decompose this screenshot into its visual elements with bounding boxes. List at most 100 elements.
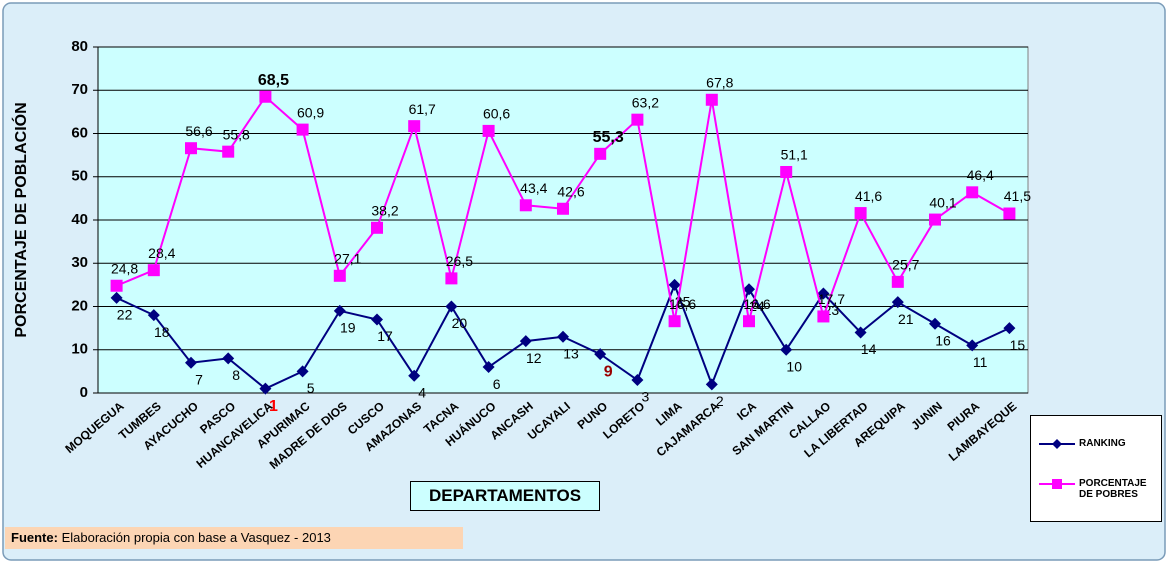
y-tick-label: 40 <box>71 211 88 228</box>
data-label: 56,6 <box>185 123 212 139</box>
point <box>519 335 532 348</box>
point <box>891 275 904 288</box>
point <box>780 343 793 356</box>
legend-item: PORCENTAJE DE POBRES <box>1039 478 1159 500</box>
source-label: Fuente: <box>11 530 58 545</box>
y-tick-label: 30 <box>71 254 88 271</box>
point <box>668 278 681 291</box>
data-label: 41,6 <box>855 188 882 204</box>
point <box>259 90 272 103</box>
point <box>966 186 979 199</box>
point <box>631 113 644 126</box>
data-label: 22 <box>117 307 133 323</box>
point <box>408 369 421 382</box>
point <box>185 356 197 369</box>
point <box>817 287 830 300</box>
y-tick-label: 60 <box>71 124 88 141</box>
point <box>147 309 160 322</box>
data-label: 11 <box>973 354 988 370</box>
point <box>854 326 867 339</box>
data-label: 27,1 <box>334 250 361 266</box>
point <box>147 264 160 277</box>
data-label: 68,5 <box>258 72 289 89</box>
data-label: 43,4 <box>520 180 547 196</box>
data-label: 19 <box>340 320 356 336</box>
y-tick-label: 70 <box>71 81 88 98</box>
data-label: 16,6 <box>669 296 696 312</box>
point <box>482 124 495 137</box>
data-label: 51,1 <box>781 147 808 163</box>
point <box>743 283 755 296</box>
legend-label: RANKING <box>1079 438 1126 449</box>
data-label: 60,9 <box>297 104 324 120</box>
point <box>222 145 235 158</box>
data-label: 25,7 <box>892 257 919 273</box>
data-label: 8 <box>232 367 240 383</box>
data-label: 60,6 <box>483 106 510 122</box>
source-note: Fuente: Elaboración propia con base a Va… <box>5 527 463 549</box>
data-label: 2 <box>716 393 724 409</box>
data-label: 18 <box>154 324 170 340</box>
data-label: 7 <box>195 371 203 387</box>
data-label: 6 <box>493 376 501 392</box>
data-label: 67,8 <box>706 74 733 90</box>
point <box>668 315 681 328</box>
source-text: Elaboración propia con base a Vasquez - … <box>61 530 331 545</box>
legend-marker <box>1052 439 1062 449</box>
point <box>445 300 458 313</box>
data-label: 24,8 <box>111 260 138 276</box>
data-label: 17,7 <box>818 291 845 307</box>
point <box>594 348 607 361</box>
point <box>743 315 755 328</box>
point <box>929 317 941 330</box>
data-label: 20 <box>452 315 468 331</box>
point <box>333 269 346 282</box>
data-label: 40,1 <box>929 194 956 210</box>
point <box>891 296 904 309</box>
data-label: 14 <box>861 341 877 357</box>
data-label: 5 <box>307 380 315 396</box>
point <box>371 221 383 234</box>
point <box>780 165 793 178</box>
y-axis-title: PORCENTAJE DE POBLACIÓN <box>11 102 30 337</box>
data-label: 4 <box>418 384 426 400</box>
y-tick-label: 50 <box>71 168 88 185</box>
point <box>557 330 569 343</box>
legend-marker <box>1052 479 1062 489</box>
point <box>705 93 718 106</box>
data-label: 12 <box>526 350 542 366</box>
data-label: 41,5 <box>1004 188 1031 204</box>
point <box>296 365 309 378</box>
point <box>482 361 495 374</box>
data-label: 55,8 <box>223 126 250 142</box>
point <box>557 202 569 215</box>
point <box>110 279 123 292</box>
point <box>296 123 309 136</box>
data-label: 46,4 <box>967 167 994 183</box>
legend: RANKING PORCENTAJE DE POBRES <box>1030 415 1162 522</box>
data-label: 15 <box>1010 337 1026 353</box>
data-label: 55,3 <box>593 129 624 146</box>
data-label: 16,6 <box>743 296 770 312</box>
point <box>408 120 421 133</box>
legend-item: RANKING <box>1039 438 1159 450</box>
point <box>371 313 383 326</box>
data-label: 63,2 <box>632 94 659 110</box>
point <box>222 352 235 365</box>
data-label: 3 <box>642 389 650 405</box>
data-label: 42,6 <box>557 183 584 199</box>
data-label: 1 <box>269 398 278 415</box>
point <box>1003 322 1016 335</box>
point <box>929 213 941 226</box>
point <box>854 207 867 220</box>
point <box>445 272 458 285</box>
point <box>817 310 830 323</box>
legend-icon <box>1039 439 1075 449</box>
y-tick-label: 20 <box>71 297 88 314</box>
legend-icon <box>1039 479 1075 489</box>
legend-label: PORCENTAJE DE POBRES <box>1079 478 1147 500</box>
point <box>110 291 123 304</box>
point <box>631 374 644 387</box>
y-tick-label: 0 <box>80 384 88 401</box>
point <box>966 339 979 352</box>
